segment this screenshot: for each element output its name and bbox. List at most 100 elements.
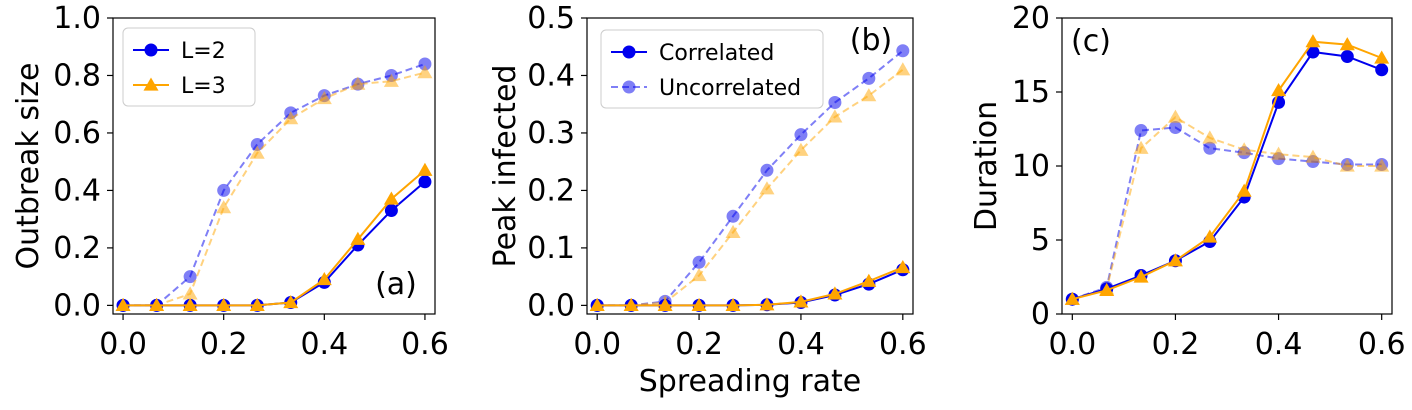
y-tick-label: 0.8 [53,58,101,93]
data-point [216,200,232,214]
x-tick-label: 0.4 [777,327,825,362]
data-point [249,297,265,312]
data-point [828,95,842,109]
y-tick-label: 0.1 [527,231,575,266]
y-tick-label: 20 [1012,1,1050,36]
y-tick-label: 0.2 [527,173,575,208]
legend-marker [622,45,636,59]
data-point [182,286,198,300]
data-point [1271,146,1287,160]
data-point [417,65,433,79]
data-point [418,57,432,71]
y-tick-label: 0.2 [53,231,101,266]
x-tick-label: 0.2 [1152,327,1200,362]
data-point [895,259,911,274]
data-point [1340,49,1354,63]
x-tick-label: 0.2 [200,327,248,362]
data-point [1202,229,1218,243]
legend-label: Uncorrelated [659,76,801,101]
x-tick-label: 0.6 [1358,327,1406,362]
x-tick-label: 0.0 [99,327,147,362]
legend: L=2L=3 [122,27,256,107]
data-point [1064,291,1080,305]
series-line-4 [123,71,426,307]
data-point [1375,63,1389,77]
data-point [861,273,877,287]
data-point [1374,50,1390,64]
y-tick-label: 1.0 [53,1,101,36]
series-line-1 [1072,50,1383,301]
data-point [383,73,399,87]
data-point [417,162,433,176]
data-point [182,297,198,312]
axes-frame [112,17,436,315]
legend-label: Correlated [659,41,774,66]
data-point [1305,149,1321,163]
data-point [249,145,265,159]
x-tick-label: 0.6 [879,327,927,362]
series-line-3 [123,63,426,307]
data-point [692,255,706,269]
data-point [1306,45,1320,59]
y-axis-label: Duration [969,101,1004,231]
data-point [793,294,809,308]
data-point [589,297,605,312]
data-point [760,163,774,177]
data-point [793,142,809,156]
data-point [725,224,741,239]
data-point [1203,141,1217,155]
data-point [896,44,910,58]
data-point [827,109,843,123]
x-tick-label: 0.6 [401,327,449,362]
y-tick-label: 0.4 [53,173,101,208]
data-point [350,231,366,245]
data-point [250,137,264,151]
y-tick-label: 15 [1012,75,1050,110]
x-tick-label: 0.4 [1255,327,1303,362]
legend-label: L=3 [181,74,226,99]
legend-frame [600,29,824,109]
data-point [861,88,877,102]
data-point [1099,282,1115,296]
data-point [759,297,775,311]
legend-marker [622,80,636,94]
y-tick-label: 0.4 [527,58,575,93]
data-point [1133,140,1149,154]
data-point [418,175,432,189]
data-point [1202,130,1218,144]
y-axis-label: Outbreak size [11,62,46,269]
data-point [216,297,232,312]
panel-label: (a) [375,267,417,302]
data-point [794,128,808,142]
legend: Correlated Uncorrelated [600,29,824,109]
series-line-2 [1072,40,1383,301]
y-tick-label: 0 [1031,297,1050,332]
legend-marker [143,77,159,91]
data-point [691,267,707,282]
data-point [725,297,741,312]
data-point [1236,142,1252,156]
data-point [827,286,843,300]
data-point [759,181,775,195]
data-point [895,62,911,76]
data-point [217,183,231,197]
data-point [862,71,876,85]
data-point [1271,83,1287,97]
data-point [1167,253,1183,267]
data-point [726,209,740,223]
data-point [115,297,131,312]
data-point [383,191,399,205]
data-point [1374,158,1390,172]
data-point [657,297,673,312]
legend-marker [144,43,158,57]
data-point [623,297,639,312]
data-point [1167,109,1183,123]
panel-3: 0.0 0.2 0.4 0.6 0 5 10 15 20 Duration (c) [969,1,1406,362]
data-point [1339,158,1355,172]
data-point [1236,183,1252,197]
y-tick-label: 0.0 [53,288,101,323]
y-tick-label: 5 [1031,223,1050,258]
